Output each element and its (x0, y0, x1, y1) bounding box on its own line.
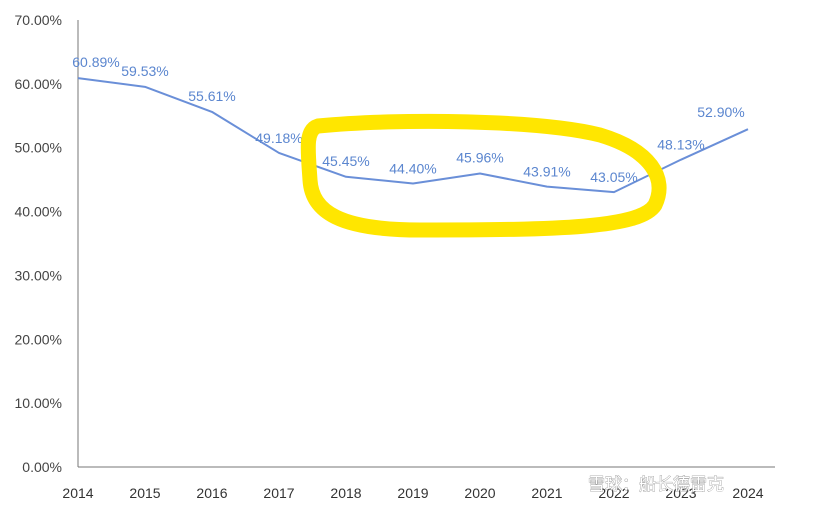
y-tick-label: 60.00% (15, 76, 62, 92)
x-tick-label: 2016 (196, 485, 227, 501)
data-label: 48.13% (657, 137, 704, 153)
x-tick-labels: 2014 2015 2016 2017 2018 2019 2020 2021 2022 2023… (62, 485, 763, 501)
data-label: 45.45% (322, 153, 369, 169)
x-tick-label: 2015 (129, 485, 160, 501)
x-tick-label: 2017 (263, 485, 294, 501)
x-tick-label: 2022 (598, 485, 629, 501)
y-tick-labels: 0.00% 10.00% 20.00% 30.00% 40.00% 50.00% 60.00… (15, 12, 62, 475)
x-tick-label: 2024 (732, 485, 763, 501)
y-tick-label: 70.00% (15, 12, 62, 28)
data-labels: 60.89%59.53% 55.61% 49.18% 45.45% 44.40% 45.9… (72, 54, 744, 185)
y-tick-label: 20.00% (15, 331, 62, 347)
y-tick-label: 40.00% (15, 204, 62, 220)
data-label: 44.40% (389, 160, 436, 176)
x-tick-label: 2018 (330, 485, 361, 501)
x-tick-label: 2023 (665, 485, 696, 501)
data-label: 43.05% (590, 169, 637, 185)
y-tick-label: 50.00% (15, 140, 62, 156)
data-label: 59.53% (121, 63, 168, 79)
series-lines (77, 77, 749, 194)
data-label: 45.96% (456, 150, 503, 166)
data-label: 43.91% (523, 164, 570, 180)
data-label: 49.18% (255, 130, 302, 146)
y-tick-label: 30.00% (15, 267, 62, 283)
x-tick-label: 2021 (531, 485, 562, 501)
data-label: 52.90% (697, 104, 744, 120)
x-tick-label: 2020 (464, 485, 495, 501)
watermark-text: 雪球：船长德雷克 (588, 475, 724, 494)
highlight-ellipse (300, 113, 667, 238)
x-tick-label: 2019 (397, 485, 428, 501)
y-tick-label: 10.00% (15, 395, 62, 411)
data-label: 60.89% (72, 54, 119, 70)
series-line (77, 77, 749, 194)
y-tick-label: 0.00% (22, 459, 62, 475)
x-tick-label: 2014 (62, 485, 93, 501)
data-label: 55.61% (188, 88, 235, 104)
